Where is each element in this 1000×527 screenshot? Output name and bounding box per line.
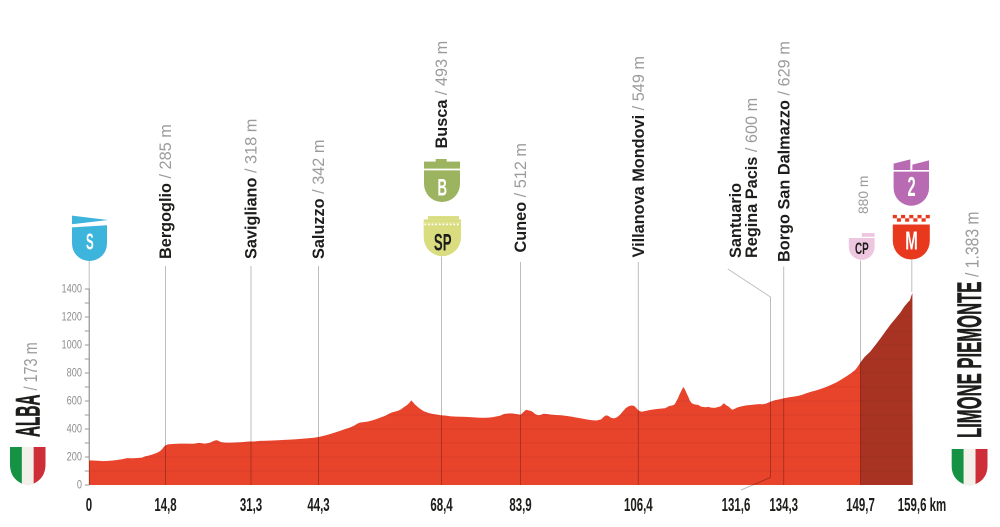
svg-text:0: 0 xyxy=(77,480,82,492)
svg-text:400: 400 xyxy=(67,424,83,436)
svg-text:600: 600 xyxy=(67,396,83,408)
svg-text:SP: SP xyxy=(434,229,452,256)
svg-text:M: M xyxy=(905,226,918,255)
svg-text:800: 800 xyxy=(67,368,83,380)
svg-text:159,6 km: 159,6 km xyxy=(898,495,946,515)
svg-text:31,3: 31,3 xyxy=(240,495,262,515)
svg-text:CP: CP xyxy=(855,239,869,257)
svg-text:Borgo San Dalmazzo / 629 m: Borgo San Dalmazzo / 629 m xyxy=(776,41,794,262)
svg-text:Santuario: Santuario xyxy=(727,183,745,258)
svg-text:83,9: 83,9 xyxy=(509,495,531,515)
svg-text:B: B xyxy=(438,174,448,201)
svg-text:/ 1.383 m: / 1.383 m xyxy=(961,211,983,277)
svg-text:S: S xyxy=(86,229,94,254)
svg-text:Saluzzo / 342 m: Saluzzo / 342 m xyxy=(310,140,328,259)
svg-text:1200: 1200 xyxy=(62,312,83,324)
svg-text:Regina Pacis / 600 m: Regina Pacis / 600 m xyxy=(743,98,761,258)
svg-text:44,3: 44,3 xyxy=(307,495,329,515)
svg-text:Bergoglio / 285 m: Bergoglio / 285 m xyxy=(157,124,175,259)
svg-text:Cuneo / 512 m: Cuneo / 512 m xyxy=(512,143,530,252)
svg-text:2: 2 xyxy=(908,171,916,202)
svg-text:/ 173 m: / 173 m xyxy=(20,342,41,390)
svg-text:Villanova Mondovi / 549 m: Villanova Mondovi / 549 m xyxy=(630,56,648,257)
svg-text:68,4: 68,4 xyxy=(430,495,453,515)
svg-text:1400: 1400 xyxy=(62,284,83,296)
svg-text:LIMONE PIEMONTE: LIMONE PIEMONTE xyxy=(951,282,989,438)
svg-text:1000: 1000 xyxy=(62,340,83,352)
svg-text:Savigliano / 318 m: Savigliano / 318 m xyxy=(243,119,261,259)
svg-text:ALBA: ALBA xyxy=(9,395,48,437)
svg-text:131,6: 131,6 xyxy=(722,495,751,515)
svg-text:14,8: 14,8 xyxy=(154,495,177,515)
svg-text:200: 200 xyxy=(67,452,83,464)
svg-text:134,3: 134,3 xyxy=(769,495,798,515)
svg-text:880 m: 880 m xyxy=(856,176,871,214)
svg-text:0: 0 xyxy=(86,495,92,515)
svg-text:106,4: 106,4 xyxy=(624,495,653,515)
svg-text:149,7: 149,7 xyxy=(846,495,875,515)
svg-text:Busca / 493 m: Busca / 493 m xyxy=(433,41,451,149)
